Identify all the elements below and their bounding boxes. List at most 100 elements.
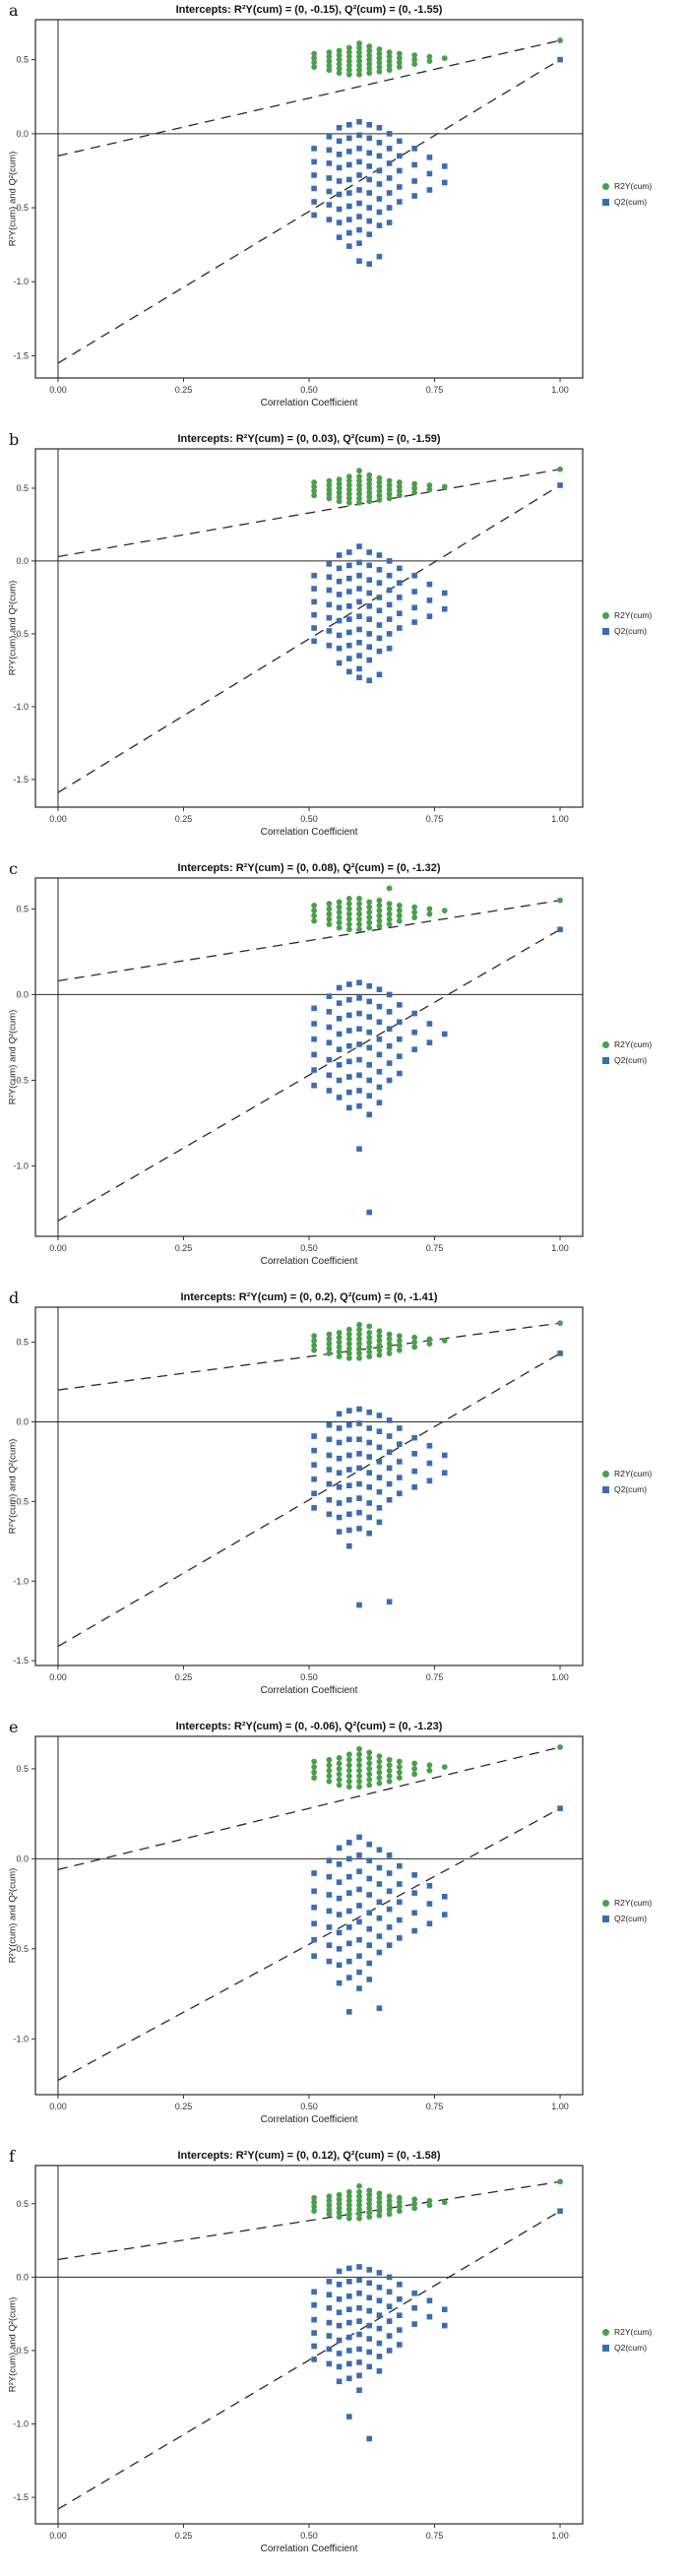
r2y-point <box>376 897 383 904</box>
y-tick-label: -1.0 <box>13 1576 29 1586</box>
x-tick-label: 1.00 <box>551 1243 569 1253</box>
q2-point <box>397 1475 403 1480</box>
q2-point <box>376 648 383 655</box>
q2-series <box>311 482 563 684</box>
q2-point <box>376 580 383 586</box>
r2y-point <box>326 1331 333 1338</box>
q2-point <box>326 614 333 621</box>
r2y-point <box>426 2202 433 2209</box>
r2y-point <box>326 1762 333 1769</box>
q2-point <box>386 2348 393 2354</box>
q2-point <box>397 138 403 145</box>
scatter-plot: 0.00 0.25 0.50 0.75 1.00 0.5 0.0 -0.5 -1.0 -1.5 <box>13 448 584 824</box>
r2y-point <box>311 2199 318 2206</box>
q2-point <box>336 645 343 652</box>
x-tick-label: 0.00 <box>49 1243 67 1253</box>
r2y-point <box>411 1339 418 1346</box>
r2y-point <box>366 1339 373 1346</box>
r2y-point <box>376 492 383 499</box>
y-tick-label: -1.5 <box>13 350 29 360</box>
q2-point <box>311 2356 317 2362</box>
r2y-point <box>426 53 433 60</box>
q2-point <box>326 1436 333 1443</box>
r2y-point <box>311 479 318 485</box>
legend-item-r2y: R2Y(cum) <box>602 610 652 620</box>
q2-point <box>386 1888 393 1895</box>
q2-point <box>397 199 403 205</box>
r2y-point <box>376 1758 383 1765</box>
q2-point <box>346 243 352 249</box>
panel-letter: e <box>9 1718 19 1736</box>
y-tick-label: 0.0 <box>16 1853 29 1863</box>
q2-point <box>336 2337 343 2344</box>
q2-point <box>386 2318 393 2324</box>
r2y-point <box>356 1751 362 1758</box>
r2y-point <box>326 911 333 917</box>
x-tick-label: 0.75 <box>426 1672 444 1682</box>
q2-point <box>336 1895 343 1902</box>
q2-point <box>441 1031 448 1037</box>
r2y-point <box>345 2206 352 2213</box>
r2y-point <box>376 55 383 62</box>
q2-point <box>426 613 433 619</box>
q2-point <box>356 572 362 579</box>
r2y-point <box>345 2211 352 2218</box>
q2-point <box>346 981 352 987</box>
r2y-point <box>386 2211 393 2218</box>
x-tick-label: 0.00 <box>49 2102 67 2111</box>
y-tick-label: -0.5 <box>13 203 29 213</box>
r2y-point <box>326 915 333 922</box>
q2-point <box>397 184 403 190</box>
q2-point <box>336 2282 343 2288</box>
q2-regression-line <box>57 928 561 1222</box>
q2-point <box>311 158 317 165</box>
r2y-point <box>426 482 433 488</box>
r2y-point <box>386 906 393 912</box>
r2y-point <box>345 1346 352 1351</box>
q2-point <box>336 565 343 572</box>
q2-point <box>356 639 362 646</box>
r2y-point <box>345 473 352 480</box>
q2-model-point <box>557 56 563 63</box>
r2y-point <box>376 496 383 503</box>
r2y-point <box>426 911 433 917</box>
r2y-point <box>426 1762 433 1769</box>
q2-point <box>376 2325 383 2332</box>
q2-point <box>386 558 393 564</box>
q2-point <box>311 2316 317 2323</box>
r2y-point <box>376 1351 383 1358</box>
r2y-point <box>356 477 362 484</box>
q2-point <box>356 1868 362 1874</box>
q2-point <box>366 1875 373 1882</box>
q2-point <box>311 1447 317 1454</box>
q2-point <box>346 2348 352 2354</box>
q2-point <box>356 2277 362 2284</box>
r2y-point <box>356 915 362 922</box>
q2-point <box>376 1413 383 1418</box>
r2y-point <box>345 71 352 78</box>
r2y-point <box>345 1751 352 1758</box>
q2-point <box>346 668 352 675</box>
r2y-point <box>411 61 418 68</box>
r2y-point <box>326 1756 333 1763</box>
scatter-plot: 0.00 0.25 0.50 0.75 1.00 0.5 0.0 -0.5 -1.0 <box>13 877 584 1253</box>
q2-point <box>311 1082 317 1089</box>
q2-point <box>346 1421 352 1428</box>
q2-point <box>386 1060 393 1066</box>
q2-point <box>346 589 352 595</box>
r2y-point <box>366 47 373 54</box>
r2y-point <box>376 50 383 57</box>
q2-point <box>376 1864 383 1871</box>
q2-point <box>366 562 373 569</box>
r2y-point <box>336 1334 343 1341</box>
plot-title: Intercepts: R²Y(cum) = (0, 0.03), Q²(cum… <box>177 433 441 445</box>
q2-point <box>376 167 383 174</box>
q2-point <box>356 586 362 592</box>
q2-point <box>356 2387 362 2394</box>
q2-point <box>346 1028 352 1034</box>
r2y-point <box>336 1329 343 1336</box>
plot-title: Intercepts: R²Y(cum) = (0, 0.08), Q²(cum… <box>177 862 441 874</box>
r2y-point <box>386 1773 393 1780</box>
q2-point <box>441 2306 448 2312</box>
r2y-point <box>345 1756 352 1763</box>
